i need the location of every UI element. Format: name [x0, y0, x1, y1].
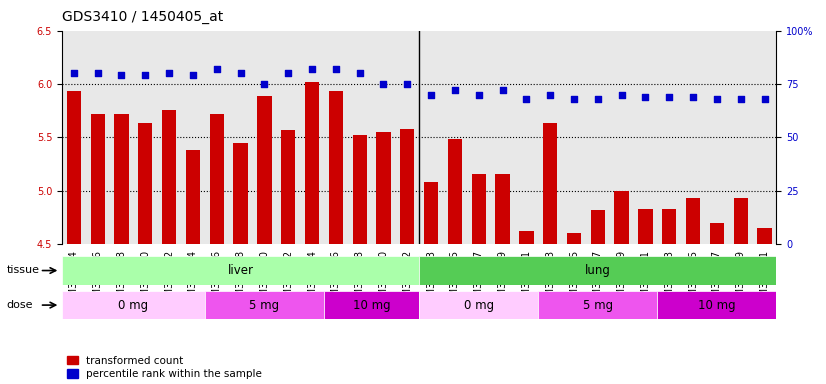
Point [710, 96, 724, 102]
Point [449, 87, 462, 93]
Text: lung: lung [585, 264, 610, 277]
Bar [419, 291, 539, 319]
Point [401, 81, 414, 87]
Bar [615, 190, 629, 244]
Point [234, 70, 247, 76]
Bar [496, 174, 510, 244]
Text: 0 mg: 0 mg [463, 299, 494, 311]
Point [686, 94, 700, 100]
Point [258, 81, 271, 87]
Point [758, 96, 771, 102]
Bar [400, 129, 415, 244]
Bar [657, 291, 776, 319]
Bar [186, 150, 200, 244]
Bar [686, 198, 700, 244]
Bar [733, 198, 748, 244]
Bar [591, 210, 605, 244]
Point [615, 91, 629, 98]
Point [662, 94, 676, 100]
Bar [205, 291, 324, 319]
Bar [257, 96, 272, 244]
Bar [710, 223, 724, 244]
Bar [210, 114, 224, 244]
Bar [324, 291, 419, 319]
Point [567, 96, 581, 102]
Bar [424, 182, 439, 244]
Point [520, 96, 533, 102]
Bar [281, 130, 296, 244]
Point [210, 66, 223, 72]
Bar [162, 109, 176, 244]
Bar [62, 291, 205, 319]
Point [330, 66, 343, 72]
Bar [353, 135, 367, 244]
Bar [638, 209, 653, 244]
Bar [234, 142, 248, 244]
Bar [543, 123, 558, 244]
Bar [138, 123, 153, 244]
Point [353, 70, 366, 76]
Point [472, 91, 486, 98]
Bar [305, 82, 319, 244]
Text: GDS3410 / 1450405_at: GDS3410 / 1450405_at [62, 10, 223, 23]
Point [91, 70, 104, 76]
Point [591, 96, 605, 102]
Bar [329, 91, 343, 244]
Text: 10 mg: 10 mg [698, 299, 736, 311]
Bar [520, 231, 534, 244]
Point [187, 73, 200, 79]
Point [139, 73, 152, 79]
Point [115, 73, 128, 79]
Text: tissue: tissue [7, 265, 40, 275]
Bar [62, 256, 419, 285]
Point [544, 91, 557, 98]
Point [734, 96, 748, 102]
Bar [567, 233, 582, 244]
Bar [67, 91, 81, 244]
Text: 5 mg: 5 mg [249, 299, 279, 311]
Bar [114, 114, 129, 244]
Point [496, 87, 509, 93]
Point [163, 70, 176, 76]
Point [306, 66, 319, 72]
Text: 0 mg: 0 mg [118, 299, 149, 311]
Point [377, 81, 390, 87]
Bar [757, 228, 771, 244]
Point [282, 70, 295, 76]
Legend: transformed count, percentile rank within the sample: transformed count, percentile rank withi… [67, 356, 262, 379]
Bar [91, 114, 105, 244]
Text: 10 mg: 10 mg [353, 299, 391, 311]
Text: dose: dose [7, 300, 33, 310]
Bar [377, 132, 391, 244]
Bar [448, 139, 462, 244]
Bar [539, 291, 657, 319]
Bar [472, 174, 486, 244]
Text: 5 mg: 5 mg [583, 299, 613, 311]
Text: liver: liver [228, 264, 254, 277]
Bar [662, 209, 676, 244]
Point [425, 91, 438, 98]
Point [67, 70, 80, 76]
Point [638, 94, 652, 100]
Bar [419, 256, 776, 285]
